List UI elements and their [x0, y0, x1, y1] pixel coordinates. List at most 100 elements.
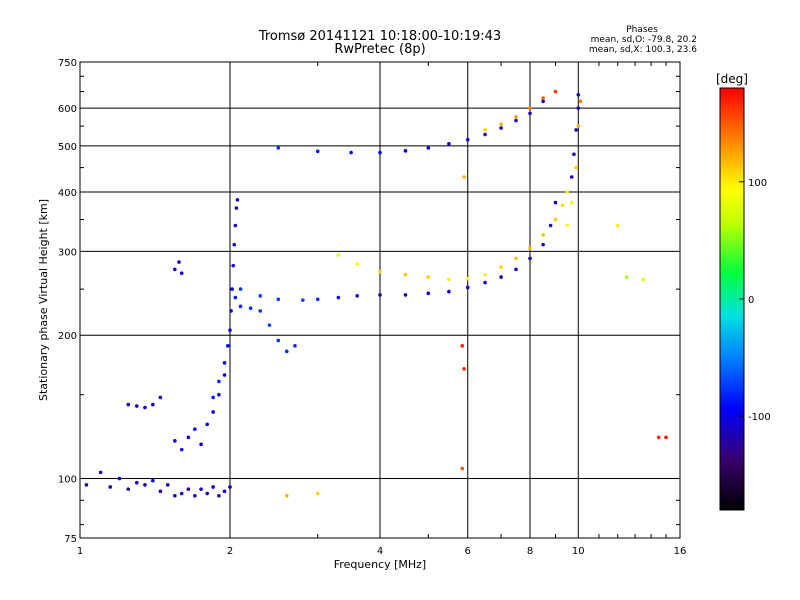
data-point: [117, 476, 122, 481]
data-point: [84, 483, 89, 487]
data-point: [315, 491, 320, 496]
colorbar-label: [deg]: [716, 72, 748, 86]
data-point: [232, 242, 237, 247]
data-point: [143, 483, 147, 487]
data-point: [179, 271, 184, 276]
data-point: [276, 146, 281, 150]
data-point: [199, 487, 203, 491]
data-point: [378, 150, 382, 155]
data-point: [177, 260, 181, 264]
phase-legend-o: mean, sd,O: -79.8, 20.2: [591, 35, 697, 45]
data-point: [151, 478, 155, 483]
data-point: [233, 295, 238, 300]
data-point: [576, 92, 581, 97]
x-tick-label: 16: [674, 546, 687, 557]
data-point: [378, 269, 382, 274]
x-axis: 1 2 4 6 8 10 16: [77, 62, 687, 557]
data-point: [165, 483, 170, 487]
phase-legend-x: mean, sd,X: 100.3, 23.6: [589, 45, 697, 55]
data-point: [403, 272, 408, 277]
data-point: [528, 111, 532, 116]
data-point: [656, 435, 661, 440]
data-point: [426, 146, 431, 150]
data-point: [258, 309, 263, 313]
colorbar-tick-label: 0: [748, 295, 754, 306]
y-tick-label: 300: [58, 247, 77, 258]
data-point: [578, 99, 583, 104]
data-point: [541, 242, 545, 247]
data-point: [528, 246, 532, 250]
data-point: [483, 272, 487, 277]
x-tick-label: 2: [227, 546, 233, 557]
data-point: [276, 338, 281, 343]
data-point: [447, 277, 451, 282]
data-point: [499, 126, 503, 130]
data-point: [126, 487, 131, 491]
data-point: [403, 293, 408, 297]
data-point: [664, 435, 668, 440]
data-point: [284, 349, 289, 354]
data-point: [211, 410, 215, 414]
data-point: [205, 491, 209, 496]
data-point: [553, 200, 558, 205]
data-point: [276, 297, 281, 302]
data-point: [565, 223, 569, 228]
data-point: [615, 223, 620, 228]
data-point: [235, 198, 240, 202]
data-point: [238, 287, 243, 291]
data-point: [231, 263, 236, 268]
data-point: [186, 487, 191, 491]
data-point: [576, 124, 581, 128]
data-point: [134, 480, 139, 485]
data-point: [514, 256, 518, 261]
y-tick-label: 500: [58, 142, 77, 153]
data-point: [355, 262, 359, 267]
data-point: [228, 328, 232, 332]
data-point: [541, 99, 545, 104]
data-point: [217, 493, 221, 498]
data-point: [541, 96, 545, 100]
data-point: [143, 405, 147, 410]
data-point: [355, 294, 359, 298]
data-point: [193, 493, 197, 498]
grid-lines: [80, 62, 680, 538]
data-point: [98, 470, 103, 475]
data-point: [624, 275, 629, 279]
data-point: [403, 149, 408, 153]
data-point: [158, 489, 163, 494]
x-tick-label: 8: [527, 546, 533, 557]
data-point: [514, 115, 518, 119]
data-point: [465, 276, 470, 281]
data-point: [186, 435, 191, 440]
data-point: [193, 427, 197, 431]
x-tick-label: 1: [77, 546, 83, 557]
phase-legend-title: Phases: [626, 25, 658, 35]
data-point: [460, 466, 465, 471]
x-tick-label: 10: [572, 546, 585, 557]
data-point: [108, 485, 113, 489]
colorbar-ticks: 100 0 -100: [739, 178, 771, 423]
data-point: [284, 493, 289, 498]
x-tick-label: 4: [377, 546, 383, 557]
data-point: [222, 361, 227, 365]
data-point: [541, 233, 545, 237]
data-point: [465, 285, 470, 290]
data-point: [378, 293, 382, 297]
y-axis-label: Stationary phase Virtual Height [km]: [37, 199, 50, 401]
data-point: [499, 265, 503, 269]
data-point: [569, 200, 574, 205]
data-points: [84, 89, 668, 498]
data-point: [447, 289, 451, 294]
data-point: [548, 223, 553, 228]
data-point: [222, 489, 227, 494]
y-tick-label: 400: [58, 188, 77, 199]
data-point: [205, 422, 209, 427]
data-point: [336, 253, 341, 257]
data-point: [574, 128, 578, 132]
data-point: [126, 402, 131, 407]
data-point: [179, 447, 184, 452]
data-point: [217, 392, 221, 397]
data-point: [179, 491, 184, 496]
data-point: [211, 485, 215, 489]
data-point: [569, 175, 574, 179]
